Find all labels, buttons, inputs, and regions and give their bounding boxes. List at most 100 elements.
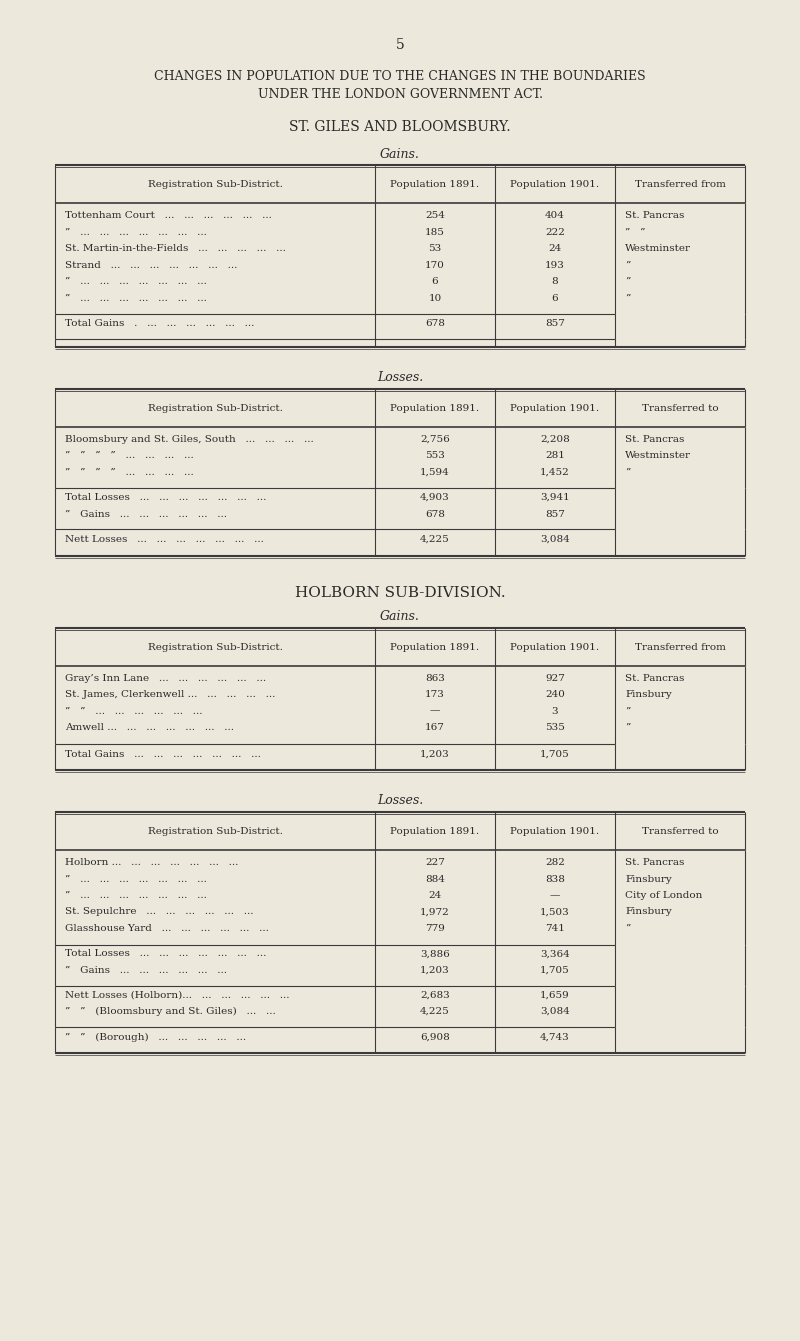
Text: Finsbury: Finsbury: [625, 908, 672, 916]
Text: 1,452: 1,452: [540, 468, 570, 476]
Text: 857: 857: [545, 319, 565, 329]
Text: Gray’s Inn Lane   ...   ...   ...   ...   ...   ...: Gray’s Inn Lane ... ... ... ... ... ...: [65, 673, 266, 683]
Text: 4,743: 4,743: [540, 1033, 570, 1042]
Text: St. James, Clerkenwell ...   ...   ...   ...   ...: St. James, Clerkenwell ... ... ... ... .…: [65, 691, 275, 699]
Text: City of London: City of London: [625, 890, 702, 900]
Text: 281: 281: [545, 451, 565, 460]
Text: Losses.: Losses.: [377, 370, 423, 384]
Text: ”: ”: [625, 260, 630, 270]
Text: Population 1901.: Population 1901.: [510, 642, 599, 652]
Text: Finsbury: Finsbury: [625, 691, 672, 699]
Text: ”   Gains   ...   ...   ...   ...   ...   ...: ” Gains ... ... ... ... ... ...: [65, 510, 227, 519]
Text: Population 1891.: Population 1891.: [390, 404, 479, 413]
Text: Total Gains   .   ...   ...   ...   ...   ...   ...: Total Gains . ... ... ... ... ... ...: [65, 319, 254, 329]
Text: 927: 927: [545, 673, 565, 683]
Text: 6: 6: [552, 294, 558, 303]
Text: ”   ...   ...   ...   ...   ...   ...   ...: ” ... ... ... ... ... ... ...: [65, 228, 207, 236]
Text: Glasshouse Yard   ...   ...   ...   ...   ...   ...: Glasshouse Yard ... ... ... ... ... ...: [65, 924, 269, 933]
Text: CHANGES IN POPULATION DUE TO THE CHANGES IN THE BOUNDARIES: CHANGES IN POPULATION DUE TO THE CHANGES…: [154, 70, 646, 83]
Text: 535: 535: [545, 723, 565, 732]
Text: Strand   ...   ...   ...   ...   ...   ...   ...: Strand ... ... ... ... ... ... ...: [65, 260, 238, 270]
Text: 678: 678: [425, 510, 445, 519]
Text: Finsbury: Finsbury: [625, 874, 672, 884]
Text: 838: 838: [545, 874, 565, 884]
Text: 553: 553: [425, 451, 445, 460]
Text: Nett Losses   ...   ...   ...   ...   ...   ...   ...: Nett Losses ... ... ... ... ... ... ...: [65, 535, 264, 544]
Text: 404: 404: [545, 211, 565, 220]
Text: Transferred to: Transferred to: [642, 404, 718, 413]
Text: 741: 741: [545, 924, 565, 933]
Text: ”   Gains   ...   ...   ...   ...   ...   ...: ” Gains ... ... ... ... ... ...: [65, 966, 227, 975]
Text: Tottenham Court   ...   ...   ...   ...   ...   ...: Tottenham Court ... ... ... ... ... ...: [65, 211, 272, 220]
Text: ”: ”: [625, 924, 630, 933]
Text: 4,225: 4,225: [420, 1007, 450, 1016]
Text: ”: ”: [625, 278, 630, 286]
Text: —: —: [550, 890, 560, 900]
Text: ”   ”   (Bloomsbury and St. Giles)   ...   ...: ” ” (Bloomsbury and St. Giles) ... ...: [65, 1007, 276, 1016]
Text: Transferred from: Transferred from: [634, 642, 726, 652]
Text: 5: 5: [396, 38, 404, 52]
Text: 1,705: 1,705: [540, 750, 570, 759]
Text: Amwell ...   ...   ...   ...   ...   ...   ...: Amwell ... ... ... ... ... ... ...: [65, 723, 234, 732]
Text: Holborn ...   ...   ...   ...   ...   ...   ...: Holborn ... ... ... ... ... ... ...: [65, 858, 238, 868]
Text: 193: 193: [545, 260, 565, 270]
Text: 2,756: 2,756: [420, 434, 450, 444]
Text: ST. GILES AND BLOOMSBURY.: ST. GILES AND BLOOMSBURY.: [289, 119, 511, 134]
Text: Population 1891.: Population 1891.: [390, 180, 479, 189]
Text: St. Pancras: St. Pancras: [625, 673, 684, 683]
Text: 884: 884: [425, 874, 445, 884]
Text: Bloomsbury and St. Giles, South   ...   ...   ...   ...: Bloomsbury and St. Giles, South ... ... …: [65, 434, 314, 444]
Text: 1,705: 1,705: [540, 966, 570, 975]
Text: 24: 24: [428, 890, 442, 900]
Text: 222: 222: [545, 228, 565, 236]
Text: 53: 53: [428, 244, 442, 253]
Text: ”: ”: [625, 707, 630, 716]
Text: 4,903: 4,903: [420, 493, 450, 502]
Text: ”   ”   ”   ”   ...   ...   ...   ...: ” ” ” ” ... ... ... ...: [65, 451, 194, 460]
Text: ”   ”   (Borough)   ...   ...   ...   ...   ...: ” ” (Borough) ... ... ... ... ...: [65, 1033, 246, 1042]
Text: 1,203: 1,203: [420, 750, 450, 759]
Text: Nett Losses (Holborn)...   ...   ...   ...   ...   ...: Nett Losses (Holborn)... ... ... ... ...…: [65, 991, 290, 999]
Text: 2,208: 2,208: [540, 434, 570, 444]
Text: 167: 167: [425, 723, 445, 732]
Text: 779: 779: [425, 924, 445, 933]
Text: Westminster: Westminster: [625, 244, 691, 253]
Text: St. Pancras: St. Pancras: [625, 211, 684, 220]
Text: 863: 863: [425, 673, 445, 683]
Text: 282: 282: [545, 858, 565, 868]
Text: Population 1901.: Population 1901.: [510, 404, 599, 413]
Text: Westminster: Westminster: [625, 451, 691, 460]
Text: —: —: [430, 707, 440, 716]
Text: 8: 8: [552, 278, 558, 286]
Text: Registration Sub-District.: Registration Sub-District.: [147, 827, 282, 835]
Text: 6,908: 6,908: [420, 1033, 450, 1042]
Text: Registration Sub-District.: Registration Sub-District.: [147, 180, 282, 189]
Text: 185: 185: [425, 228, 445, 236]
Text: 3,084: 3,084: [540, 535, 570, 544]
Text: ”: ”: [625, 723, 630, 732]
Text: 3: 3: [552, 707, 558, 716]
Text: ”   ...   ...   ...   ...   ...   ...   ...: ” ... ... ... ... ... ... ...: [65, 890, 207, 900]
Text: 10: 10: [428, 294, 442, 303]
Text: 2,683: 2,683: [420, 991, 450, 999]
Text: Population 1891.: Population 1891.: [390, 642, 479, 652]
Text: Population 1901.: Population 1901.: [510, 827, 599, 835]
Text: ”   ...   ...   ...   ...   ...   ...   ...: ” ... ... ... ... ... ... ...: [65, 874, 207, 884]
Text: ”: ”: [625, 294, 630, 303]
Text: UNDER THE LONDON GOVERNMENT ACT.: UNDER THE LONDON GOVERNMENT ACT.: [258, 89, 542, 101]
Text: ”   ”   ...   ...   ...   ...   ...   ...: ” ” ... ... ... ... ... ...: [65, 707, 202, 716]
Text: 1,503: 1,503: [540, 908, 570, 916]
Text: St. Pancras: St. Pancras: [625, 858, 684, 868]
Text: Total Losses   ...   ...   ...   ...   ...   ...   ...: Total Losses ... ... ... ... ... ... ...: [65, 493, 266, 502]
Text: Registration Sub-District.: Registration Sub-District.: [147, 404, 282, 413]
Text: 3,941: 3,941: [540, 493, 570, 502]
Text: Gains.: Gains.: [380, 148, 420, 161]
Text: ”   ”   ”   ”   ...   ...   ...   ...: ” ” ” ” ... ... ... ...: [65, 468, 194, 476]
Text: Registration Sub-District.: Registration Sub-District.: [147, 642, 282, 652]
Text: St. Martin-in-the-Fields   ...   ...   ...   ...   ...: St. Martin-in-the-Fields ... ... ... ...…: [65, 244, 286, 253]
Text: ”   ...   ...   ...   ...   ...   ...   ...: ” ... ... ... ... ... ... ...: [65, 294, 207, 303]
Text: 3,084: 3,084: [540, 1007, 570, 1016]
Text: Total Losses   ...   ...   ...   ...   ...   ...   ...: Total Losses ... ... ... ... ... ... ...: [65, 949, 266, 959]
Text: 3,364: 3,364: [540, 949, 570, 959]
Text: 1,972: 1,972: [420, 908, 450, 916]
